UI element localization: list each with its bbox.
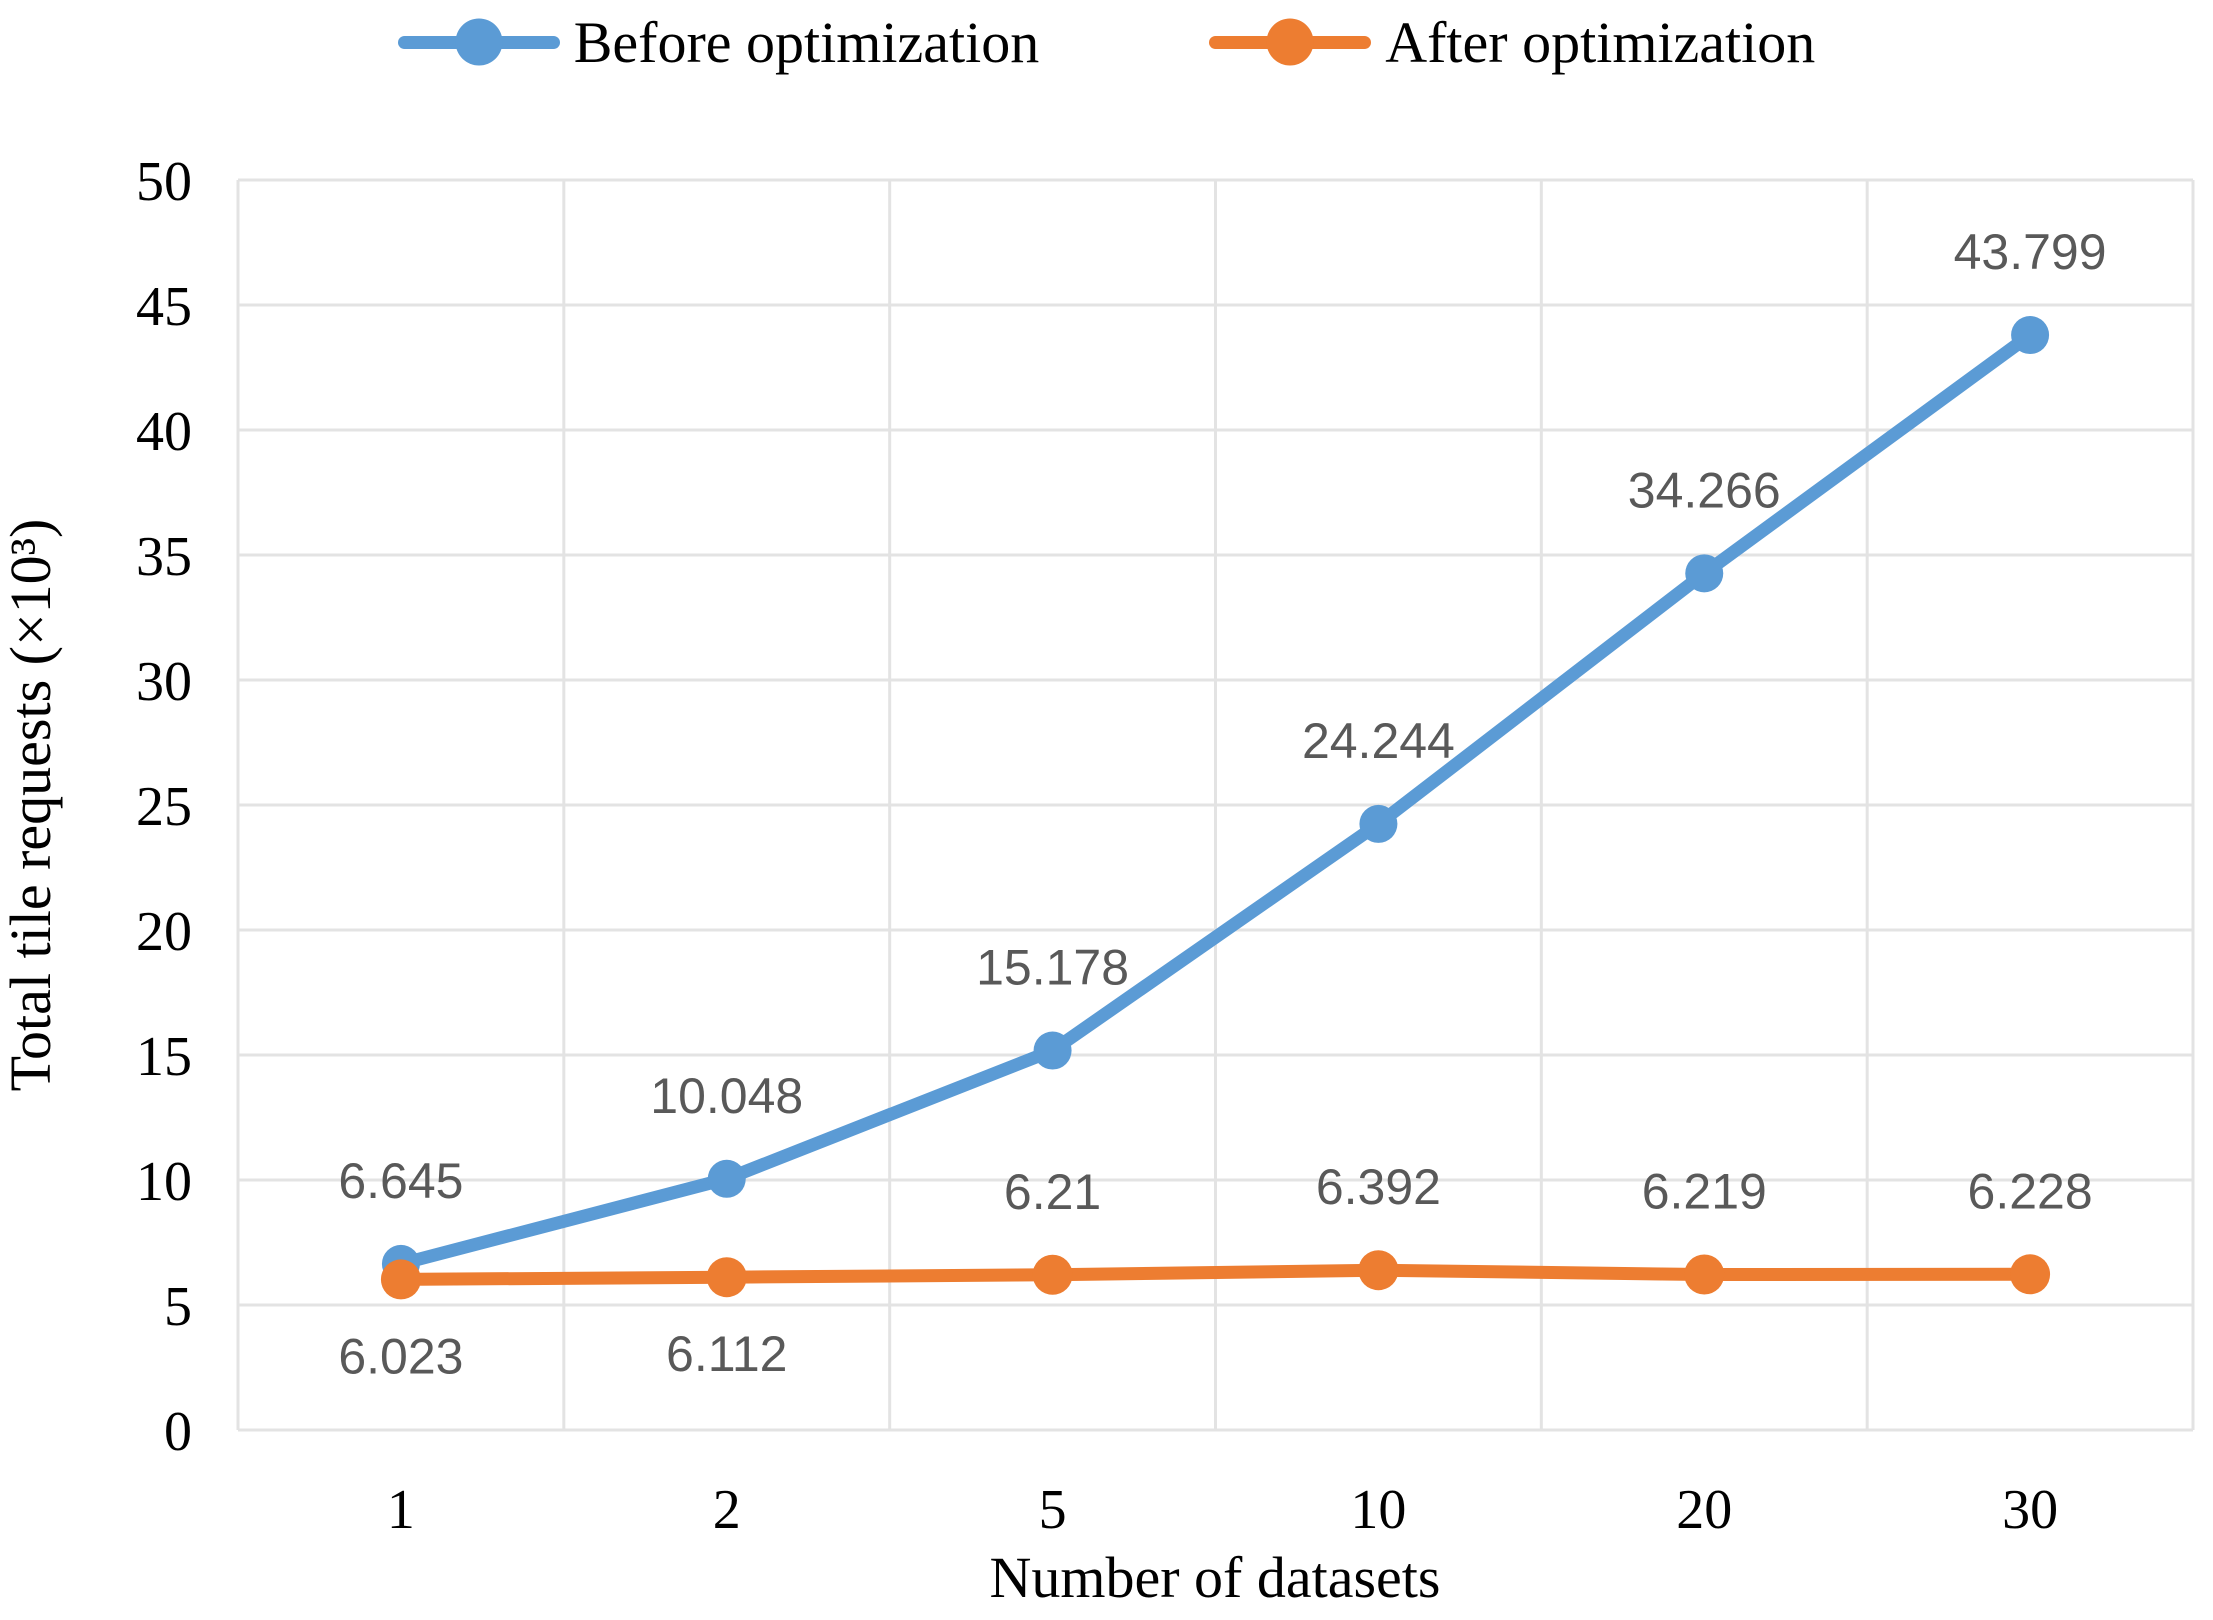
data-point-marker <box>1032 1254 1073 1295</box>
x-axis-tick-labels: 1 2 5 10 20 30 <box>387 1479 2058 1541</box>
x-tick-label: 5 <box>1039 1479 1067 1541</box>
data-point-marker <box>2010 1254 2051 1295</box>
data-point-label: 15.178 <box>976 940 1129 996</box>
data-point-label: 6.21 <box>1004 1164 1101 1220</box>
data-point-label: 6.023 <box>338 1328 463 1384</box>
data-point-label: 6.219 <box>1642 1164 1767 1220</box>
data-point-label: 43.799 <box>1954 224 2107 280</box>
y-tick-label: 35 <box>136 526 192 588</box>
series-before-optimization <box>381 316 2050 1283</box>
data-point-marker <box>706 1257 747 1298</box>
data-point-marker <box>2011 316 2050 355</box>
y-tick-label: 50 <box>136 151 192 213</box>
legend-line-marker-icon <box>397 18 560 66</box>
data-point-marker <box>380 1259 421 1300</box>
data-point-marker <box>1685 554 1724 593</box>
legend-label-after-optimization: After optimization <box>1385 9 1816 75</box>
data-point-label: 6.392 <box>1316 1159 1441 1215</box>
x-tick-label: 20 <box>1676 1479 1732 1541</box>
x-tick-label: 10 <box>1350 1479 1406 1541</box>
x-tick-label: 2 <box>713 1479 741 1541</box>
y-axis-title: Total tile requests (×10³) <box>0 519 63 1092</box>
data-point-marker <box>707 1159 746 1198</box>
data-point-label: 24.244 <box>1302 713 1455 769</box>
data-point-marker <box>1684 1254 1725 1295</box>
y-tick-label: 30 <box>136 651 192 713</box>
y-tick-label: 40 <box>136 401 192 463</box>
data-point-label: 34.266 <box>1628 462 1781 518</box>
data-point-label: 6.645 <box>338 1153 463 1209</box>
y-tick-label: 45 <box>136 276 192 338</box>
data-point-marker <box>1033 1031 1072 1070</box>
series-plot-area <box>380 316 2051 1300</box>
x-tick-label: 30 <box>2002 1479 2058 1541</box>
chart-legend: Before optimization After optimization <box>0 0 2213 84</box>
legend-line-marker-icon <box>1209 18 1372 66</box>
data-point-labels: 6.645 10.048 15.178 24.244 34.266 43.799 6.023… <box>338 224 2106 1384</box>
y-axis-tick-labels: 0 5 10 15 20 25 30 35 40 45 50 <box>136 151 192 1463</box>
legend-item-before-optimization: Before optimization <box>397 9 1040 76</box>
y-tick-label: 25 <box>136 776 192 838</box>
y-tick-label: 20 <box>136 901 192 963</box>
legend-dot-icon <box>455 18 503 66</box>
data-point-marker <box>1359 804 1398 843</box>
legend-label-before-optimization: Before optimization <box>573 9 1040 75</box>
legend-item-after-optimization: After optimization <box>1209 9 1815 76</box>
x-axis-title: Number of datasets <box>990 1545 1441 1610</box>
legend-dot-icon <box>1266 18 1314 66</box>
data-point-label: 6.112 <box>666 1326 787 1382</box>
y-tick-label: 0 <box>164 1401 192 1463</box>
series-after-optimization <box>380 1250 2051 1300</box>
data-point-marker <box>1358 1250 1399 1291</box>
y-tick-label: 10 <box>136 1151 192 1213</box>
data-point-label: 6.228 <box>1968 1163 2093 1219</box>
y-tick-label: 5 <box>164 1276 192 1338</box>
y-tick-label: 15 <box>136 1026 192 1088</box>
gridlines <box>236 178 2195 1432</box>
series-line-after-optimization <box>394 1263 2037 1286</box>
x-tick-label: 1 <box>387 1479 415 1541</box>
data-point-label: 10.048 <box>650 1068 803 1124</box>
series-line-before-optimization <box>394 328 2037 1271</box>
